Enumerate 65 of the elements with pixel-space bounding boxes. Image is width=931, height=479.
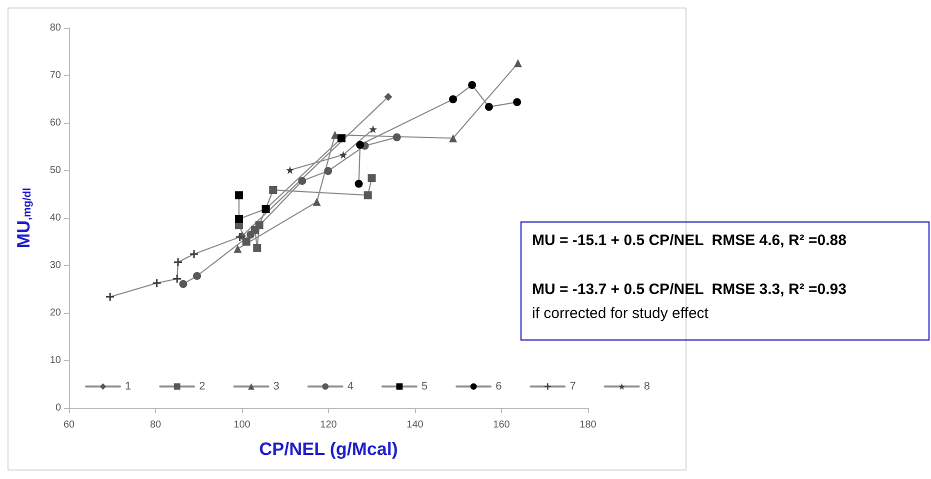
y-tick-label: 20 [50,308,62,318]
x-tick-label: 120 [320,420,338,430]
point [193,272,202,280]
y-axis-title: MU,mg/dl [14,188,34,248]
annotation: if corrected for study effect [532,305,710,322]
point [269,186,278,194]
legend-label: 3 [273,380,280,392]
x-axis-title: CP/NEL (g/Mcal) [259,439,398,459]
point [337,134,346,142]
legend-label: 5 [421,380,428,392]
y-tick-label: 60 [50,118,62,128]
point [298,176,306,185]
legend-label: 2 [199,380,206,392]
point [234,244,242,253]
point [513,98,522,106]
x-tick-label: 140 [406,420,424,430]
legend-label: 4 [347,380,354,392]
point [364,191,372,200]
point [106,292,114,301]
annotation: MU = -13.7 + 0.5 CP/NEL RMSE 3.3, R² =0.93 [532,281,846,298]
y-tick-label: 10 [50,355,62,366]
legend-label: 7 [570,380,576,392]
point [190,250,198,258]
point [179,280,188,288]
legend-label: 6 [496,380,502,392]
point [354,180,363,188]
x-tick-label: 180 [580,420,597,430]
point [324,166,332,175]
y-tick-label: 40 [50,212,62,224]
point [392,133,401,142]
point [449,95,458,104]
point [253,244,262,252]
y-tick-label: 70 [50,70,62,81]
point [339,150,348,159]
annotation: MU = -15.1 + 0.5 CP/NEL RMSE 4.6, R² =0.88 [532,232,846,249]
point [356,140,364,149]
point [384,92,392,101]
point [234,214,243,223]
point [152,279,161,288]
point [242,238,250,246]
point [262,204,270,213]
y-tick-label: 50 [50,165,62,176]
point [449,134,458,142]
y-tick-label: 0 [55,402,62,414]
point [514,59,522,68]
point [246,230,255,239]
y-tick-label: 30 [50,260,62,271]
x-tick-label: 80 [150,420,162,430]
x-tick-label: 60 [63,420,75,430]
legend-label: 1 [125,380,132,392]
y-tick-label: 80 [50,22,62,34]
point [234,191,243,200]
point [173,274,182,283]
point [369,125,378,134]
point [255,221,264,230]
point [368,174,376,182]
legend-label: 8 [644,380,650,392]
point [484,102,493,111]
x-tick-label: 100 [234,420,251,430]
point [468,81,476,89]
x-tick-label: 160 [493,420,510,430]
point [174,258,182,266]
point [312,198,321,206]
point [286,166,294,174]
point [236,233,244,241]
